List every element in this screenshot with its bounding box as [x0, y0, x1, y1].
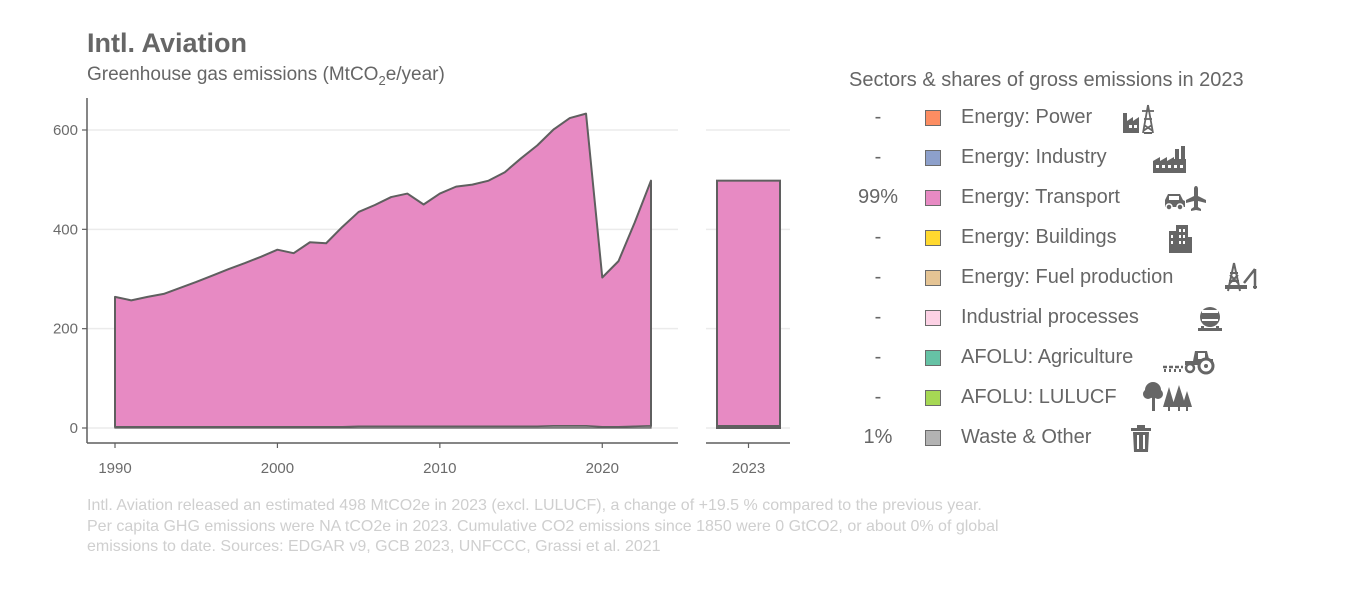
- x-tick-label: 1990: [98, 460, 131, 477]
- legend-label: Energy: Transport: [961, 186, 1120, 208]
- y-tick-label: 0: [70, 420, 78, 437]
- trash-icon: [1128, 421, 1154, 455]
- x-tick-label: 2020: [586, 460, 619, 477]
- oil-rig-icon: [1224, 261, 1258, 295]
- footnote: Intl. Aviation released an estimated 498…: [87, 496, 1237, 558]
- legend-item: 1% Waste & Other: [840, 418, 1320, 458]
- legend-label: Energy: Fuel production: [961, 266, 1174, 288]
- legend-swatch: [925, 110, 941, 126]
- legend-title: Sectors & shares of gross emissions in 2…: [849, 69, 1244, 91]
- legend-swatch: [925, 390, 941, 406]
- chart-subtitle: Greenhouse gas emissions (MtCO2e/year): [87, 64, 445, 88]
- x-tick-label-bar: 2023: [732, 460, 765, 477]
- legend-item: - Energy: Buildings: [840, 218, 1320, 258]
- legend-label: Industrial processes: [961, 306, 1139, 328]
- legend-item: 99% Energy: Transport: [840, 178, 1320, 218]
- legend-label: AFOLU: Agriculture: [961, 346, 1134, 368]
- legend-share: 99%: [857, 186, 899, 208]
- legend-label: AFOLU: LULUCF: [961, 386, 1117, 408]
- legend-share: -: [874, 386, 882, 408]
- legend-swatch: [925, 430, 941, 446]
- legend-share: 1%: [863, 426, 893, 448]
- factory-icon: [1152, 141, 1188, 175]
- y-tick-label: 200: [53, 321, 78, 338]
- legend-share: -: [874, 346, 882, 368]
- y-tick-label: 400: [53, 221, 78, 238]
- legend-share: -: [874, 106, 882, 128]
- tractor-icon: [1161, 341, 1219, 375]
- legend-item: - AFOLU: LULUCF: [840, 378, 1320, 418]
- x-tick-label: 2000: [261, 460, 294, 477]
- footnote-line: Per capita GHG emissions were NA tCO2e i…: [87, 517, 999, 535]
- car-plane-icon: [1164, 181, 1206, 215]
- bar-energy-transport-2023: [716, 179, 781, 428]
- legend-item: - Energy: Power: [840, 98, 1320, 138]
- legend-label: Energy: Power: [961, 106, 1093, 128]
- legend-swatch: [925, 230, 941, 246]
- buildings-icon: [1166, 221, 1194, 255]
- legend-item: - Energy: Fuel production: [840, 258, 1320, 298]
- legend-label: Energy: Industry: [961, 146, 1107, 168]
- power-plant-icon: [1122, 101, 1158, 135]
- legend-swatch: [925, 310, 941, 326]
- legend-item: - Industrial processes: [840, 298, 1320, 338]
- legend-share: -: [874, 146, 882, 168]
- legend-item: - AFOLU: Agriculture: [840, 338, 1320, 378]
- legend-share: -: [874, 306, 882, 328]
- trees-icon: [1143, 381, 1193, 415]
- legend-swatch: [925, 350, 941, 366]
- legend-swatch: [925, 270, 941, 286]
- x-tick-label: 2010: [423, 460, 456, 477]
- legend-swatch: [925, 190, 941, 206]
- legend-swatch: [925, 150, 941, 166]
- y-tick-label: 600: [53, 122, 78, 139]
- footnote-line: Intl. Aviation released an estimated 498…: [87, 497, 982, 514]
- legend: - Energy: Power - Energy: Industry 99% Energy…: [840, 98, 1320, 458]
- cement-mixer-icon: [1196, 301, 1224, 335]
- bar-waste-other-2023: [716, 425, 781, 430]
- footnote-line: emissions to date. Sources: EDGAR v9, GC…: [87, 538, 661, 555]
- area-waste-other: [114, 425, 652, 429]
- legend-share: -: [874, 226, 882, 248]
- area-energy-transport: [114, 112, 652, 429]
- legend-share: -: [874, 266, 882, 288]
- legend-label: Waste & Other: [961, 426, 1092, 448]
- legend-label: Energy: Buildings: [961, 226, 1117, 248]
- legend-item: - Energy: Industry: [840, 138, 1320, 178]
- chart-title: Intl. Aviation: [87, 28, 247, 58]
